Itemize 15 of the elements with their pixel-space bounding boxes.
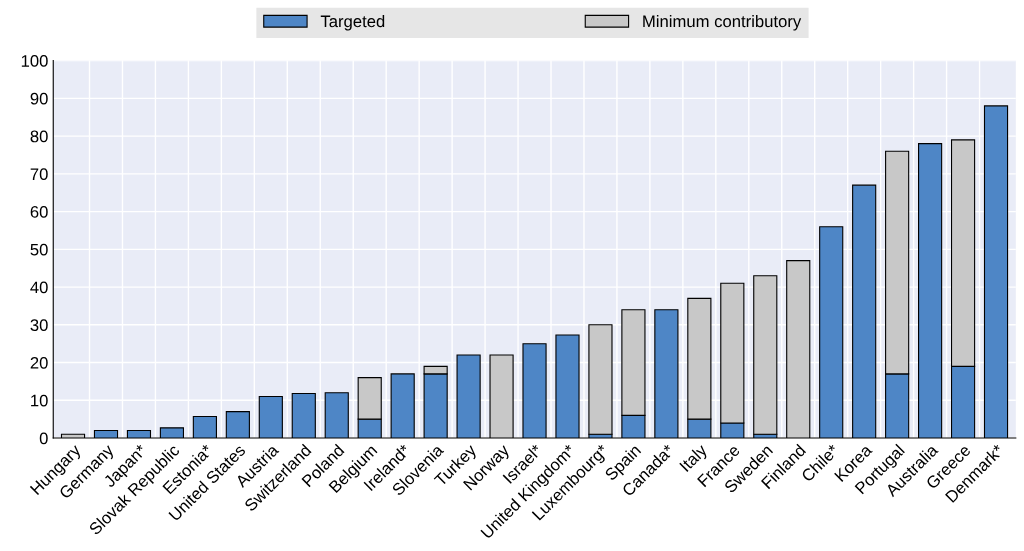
y-tick-label: 40 bbox=[30, 281, 48, 294]
y-tick-label: 100 bbox=[21, 55, 48, 67]
y-tick-label: 30 bbox=[30, 319, 48, 332]
bar bbox=[753, 275, 778, 435]
y-tick-label: 0 bbox=[39, 432, 48, 445]
y-tick-label: 20 bbox=[30, 356, 48, 369]
y-tick-label: 10 bbox=[31, 394, 48, 407]
y-tick-label: 90 bbox=[30, 92, 48, 105]
legend-label: Targeted bbox=[320, 15, 385, 31]
bar bbox=[588, 324, 613, 435]
y-tick-label: 50 bbox=[30, 243, 48, 256]
y-tick-label: 60 bbox=[30, 205, 48, 218]
legend-label: Minimum contributory bbox=[643, 15, 802, 31]
y-tick-label: 80 bbox=[30, 130, 48, 143]
y-tick-label: 70 bbox=[30, 168, 48, 181]
